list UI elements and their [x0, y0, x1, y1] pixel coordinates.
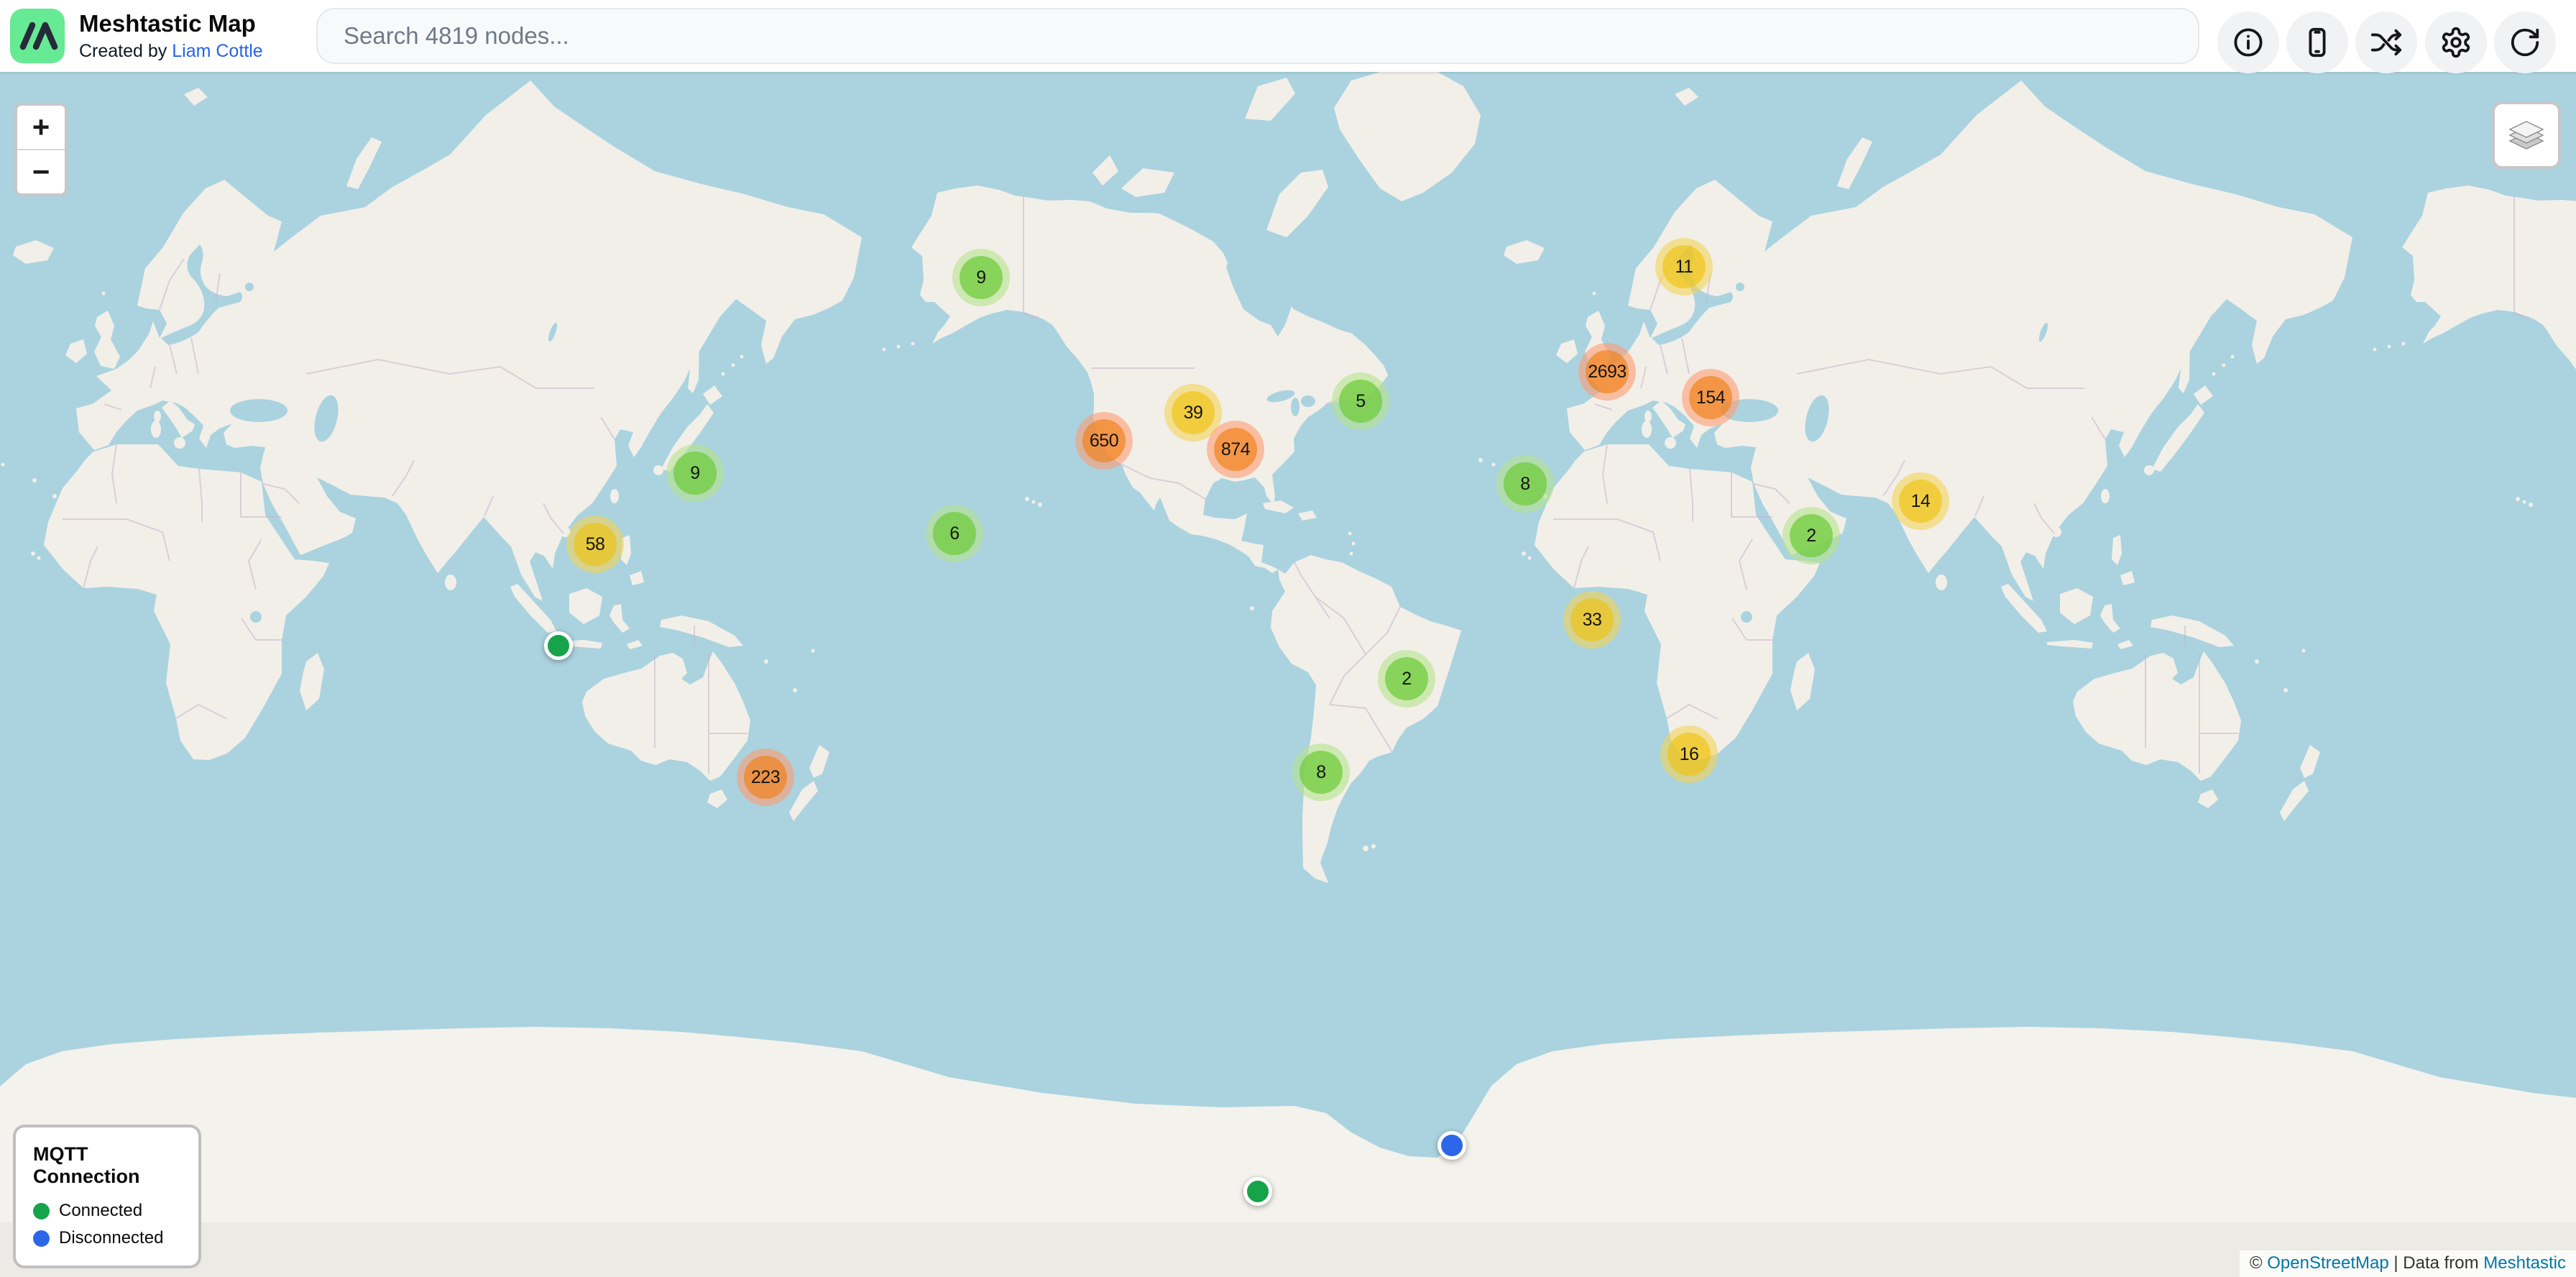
map-attribution: © OpenStreetMap | Data from Meshtastic: [2239, 1250, 2576, 1277]
cluster-count: 33: [1570, 598, 1614, 641]
node-marker-connected[interactable]: [1243, 1177, 1272, 1206]
cluster-marker[interactable]: 8: [1496, 455, 1554, 513]
cluster-marker[interactable]: 154: [1682, 369, 1739, 426]
cluster-marker[interactable]: 5: [1332, 372, 1389, 430]
refresh-icon: [2511, 28, 2539, 57]
cluster-marker[interactable]: 14: [1892, 472, 1949, 530]
info-button[interactable]: [2217, 12, 2279, 73]
cluster-count: 223: [744, 756, 787, 799]
node-marker-disconnected[interactable]: [1438, 1131, 1466, 1160]
meshtastic-link[interactable]: Meshtastic: [2483, 1253, 2566, 1273]
cluster-count: 8: [1300, 751, 1343, 794]
tile-fade: [0, 1222, 2576, 1277]
node-marker-connected[interactable]: [544, 631, 573, 660]
meshtastic-logo: [10, 9, 65, 63]
legend-item: Connected: [33, 1201, 198, 1221]
legend-label: Connected: [59, 1201, 143, 1220]
attribution-middle: | Data from: [2388, 1253, 2484, 1273]
cluster-marker[interactable]: 2: [1782, 507, 1840, 564]
cluster-count: 650: [1082, 419, 1126, 462]
cluster-count: 16: [1668, 733, 1711, 776]
cluster-count: 6: [933, 512, 976, 555]
cluster-marker[interactable]: 650: [1075, 412, 1133, 470]
legend-label: Disconnected: [59, 1228, 164, 1248]
device-button[interactable]: [2286, 12, 2348, 73]
cluster-marker[interactable]: 16: [1660, 726, 1718, 783]
osm-link[interactable]: OpenStreetMap: [2267, 1253, 2389, 1273]
cluster-count: 154: [1689, 376, 1732, 419]
legend-dot-disconnected: [33, 1230, 50, 1247]
cluster-count: 39: [1172, 391, 1215, 434]
byline-author-link[interactable]: Liam Cottle: [172, 41, 263, 61]
layers-control[interactable]: [2492, 101, 2561, 169]
cluster-marker[interactable]: 11: [1655, 238, 1713, 296]
title-block: Meshtastic Map Created by Liam Cottle: [79, 9, 263, 63]
settings-button[interactable]: [2425, 12, 2487, 73]
legend-title: MQTT Connection: [33, 1143, 140, 1187]
page-title: Meshtastic Map: [79, 10, 256, 37]
cluster-count: 5: [1339, 380, 1382, 423]
cluster-marker[interactable]: 874: [1207, 421, 1264, 478]
cluster-marker[interactable]: 6: [926, 505, 983, 562]
cluster-count: 14: [1899, 480, 1942, 523]
cluster-count: 9: [673, 452, 717, 495]
zoom-divider: [17, 149, 65, 150]
attribution-copyright: ©: [2249, 1253, 2268, 1273]
refresh-button[interactable]: [2494, 12, 2556, 73]
cluster-marker[interactable]: 9: [666, 444, 724, 502]
cluster-marker[interactable]: 9: [952, 249, 1010, 306]
cluster-marker[interactable]: 8: [1292, 743, 1350, 801]
random-node-button[interactable]: [2355, 12, 2417, 73]
zoom-out-button[interactable]: −: [17, 150, 65, 193]
zoom-in-button[interactable]: +: [17, 106, 65, 149]
mqtt-legend: MQTT Connection Connected Disconnected: [13, 1125, 201, 1268]
cluster-count: 8: [1504, 462, 1547, 505]
cluster-count: 58: [574, 523, 617, 566]
legend-items: Connected Disconnected: [33, 1201, 198, 1248]
shuffle-icon: [2370, 29, 2402, 56]
cluster-marker[interactable]: 223: [737, 749, 794, 806]
cluster-count: 2: [1790, 514, 1833, 557]
gear-icon: [2442, 27, 2470, 58]
zoom-control: + −: [14, 103, 68, 196]
meshtastic-logo-icon: [19, 22, 58, 50]
cluster-marker[interactable]: 58: [566, 516, 624, 573]
layers-icon: [2508, 121, 2544, 150]
cluster-marker[interactable]: 33: [1563, 591, 1621, 649]
cluster-marker[interactable]: 2: [1378, 650, 1435, 708]
cluster-count: 874: [1214, 428, 1257, 471]
byline-prefix: Created by: [79, 41, 172, 61]
cluster-marker[interactable]: 2693: [1578, 343, 1636, 401]
search-input[interactable]: [316, 8, 2199, 64]
smartphone-icon: [2309, 27, 2326, 58]
byline: Created by Liam Cottle: [79, 39, 263, 63]
cluster-count: 11: [1662, 245, 1706, 288]
cluster-count: 2: [1385, 657, 1428, 700]
legend-dot-connected: [33, 1202, 50, 1219]
info-icon: [2234, 28, 2263, 57]
header: Meshtastic Map Created by Liam Cottle: [0, 0, 2576, 73]
cluster-count: 2693: [1586, 350, 1629, 393]
legend-item: Disconnected: [33, 1228, 198, 1248]
cluster-count: 9: [960, 256, 1003, 299]
